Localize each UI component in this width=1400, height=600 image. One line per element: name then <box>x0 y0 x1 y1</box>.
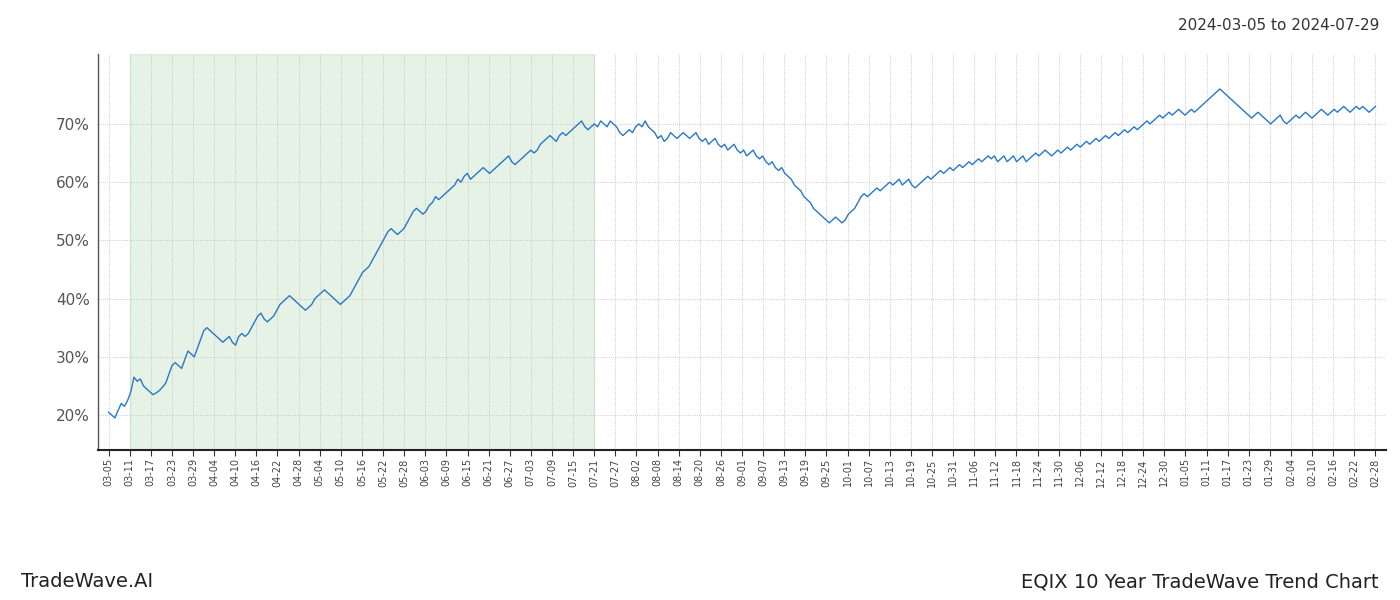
Text: TradeWave.AI: TradeWave.AI <box>21 572 153 591</box>
Bar <box>130 54 594 450</box>
Text: 2024-03-05 to 2024-07-29: 2024-03-05 to 2024-07-29 <box>1177 18 1379 33</box>
Text: EQIX 10 Year TradeWave Trend Chart: EQIX 10 Year TradeWave Trend Chart <box>1022 572 1379 591</box>
